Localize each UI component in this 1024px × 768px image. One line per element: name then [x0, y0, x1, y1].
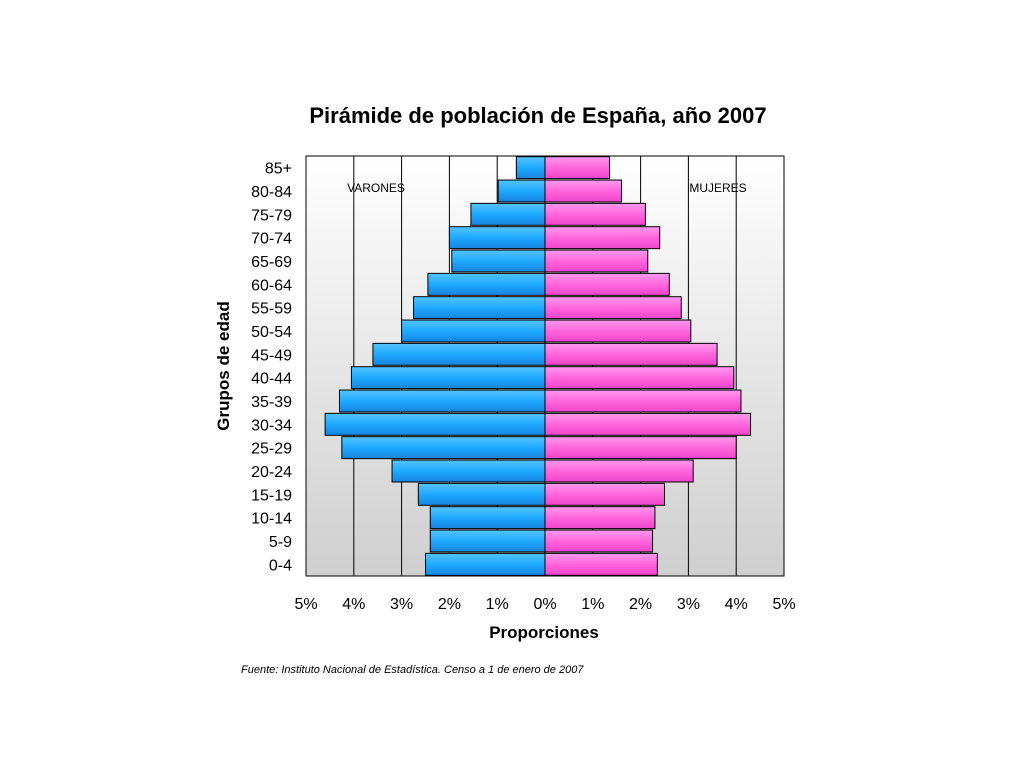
series-label-male: VARONES — [347, 181, 405, 195]
male-bar — [413, 296, 546, 320]
age-group-label: 55-59 — [251, 301, 292, 318]
series-label-female: MUJERES — [689, 181, 746, 195]
x-tick-label: 2% — [438, 596, 461, 613]
x-tick-label: 2% — [629, 596, 652, 613]
male-bar — [429, 529, 546, 553]
x-tick-label: 3% — [677, 596, 700, 613]
x-tick-label: 1% — [486, 596, 509, 613]
male-bar — [448, 226, 546, 250]
age-group-label: 70-74 — [251, 231, 292, 248]
male-bar — [350, 366, 546, 390]
male-bar — [425, 552, 546, 576]
female-bar — [544, 296, 682, 320]
female-bar — [544, 482, 665, 506]
age-group-label: 65-69 — [251, 254, 292, 271]
x-tick-label: 5% — [772, 596, 795, 613]
x-tick-label: 1% — [581, 596, 604, 613]
female-bar — [544, 366, 735, 390]
age-group-label: 5-9 — [269, 534, 292, 551]
source-note: Fuente: Instituto Nacional de Estadístic… — [241, 664, 584, 676]
age-group-label: 85+ — [265, 161, 292, 178]
x-tick-label: 3% — [390, 596, 413, 613]
male-bar — [391, 459, 546, 483]
male-bar — [429, 506, 546, 530]
x-tick-labels: 5% 4% 3% 2% 1% 0% 1% 2% 3% 4% 5% — [294, 596, 795, 613]
male-bar — [427, 272, 546, 296]
male-bar — [372, 342, 546, 366]
male-bar — [497, 179, 546, 203]
female-bar — [544, 249, 649, 273]
female-bar — [544, 459, 694, 483]
x-tick-label: 0% — [533, 596, 556, 613]
age-group-label: 10-14 — [251, 511, 292, 528]
female-bar — [544, 389, 742, 413]
female-bar — [544, 156, 611, 180]
age-group-label: 45-49 — [251, 347, 292, 364]
age-group-label: 30-34 — [251, 417, 292, 434]
female-bar — [544, 436, 737, 460]
x-tick-label: 4% — [342, 596, 365, 613]
x-tick-label: 4% — [725, 596, 748, 613]
age-group-label: 60-64 — [251, 277, 292, 294]
female-bar — [544, 342, 718, 366]
category-labels: 0-4 5-9 10-14 15-19 20-24 25-29 30-34 35-39 40-4… — [251, 161, 292, 575]
x-tick-label: 5% — [294, 596, 317, 613]
age-group-label: 15-19 — [251, 487, 292, 504]
x-axis-title: Proporciones — [489, 623, 599, 642]
bars — [324, 156, 752, 576]
male-bar — [470, 202, 546, 226]
age-group-label: 80-84 — [251, 184, 292, 201]
female-bar — [544, 179, 622, 203]
male-bar — [338, 389, 546, 413]
gridlines — [353, 156, 737, 576]
female-bar — [544, 529, 654, 553]
female-bar — [544, 202, 646, 226]
age-group-label: 75-79 — [251, 207, 292, 224]
female-bar — [544, 226, 661, 250]
age-group-label: 20-24 — [251, 464, 292, 481]
female-bar — [544, 272, 670, 296]
chart-title: Pirámide de población de España, año 200… — [309, 103, 766, 128]
age-group-label: 0-4 — [269, 557, 292, 574]
male-bar — [417, 482, 546, 506]
male-bar — [515, 156, 546, 180]
male-bar — [324, 412, 546, 436]
male-bar — [341, 436, 546, 460]
age-group-label: 35-39 — [251, 394, 292, 411]
female-bar — [544, 506, 656, 530]
age-group-label: 50-54 — [251, 324, 292, 341]
age-group-label: 25-29 — [251, 441, 292, 458]
age-group-label: 40-44 — [251, 371, 292, 388]
female-bar — [544, 319, 692, 343]
female-bar — [544, 412, 752, 436]
y-axis-title: Grupos de edad — [214, 301, 233, 430]
male-bar — [451, 249, 546, 273]
female-bar — [544, 552, 658, 576]
male-bar — [401, 319, 546, 343]
